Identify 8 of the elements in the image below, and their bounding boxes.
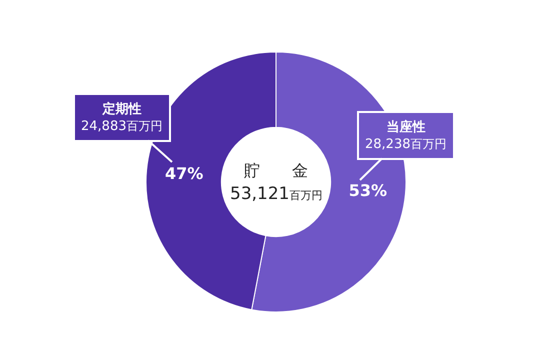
text: 24,883百万円 (81, 118, 162, 134)
text: 貯 金 (244, 161, 308, 180)
text: 53,121百万円 (230, 184, 322, 204)
text: 28,238百万円 (365, 136, 446, 152)
slice-label: 当座性 (386, 119, 426, 135)
data-label: 53% (348, 181, 388, 200)
slice-label: 定期性 (101, 101, 142, 117)
data-label: 47% (164, 164, 204, 183)
